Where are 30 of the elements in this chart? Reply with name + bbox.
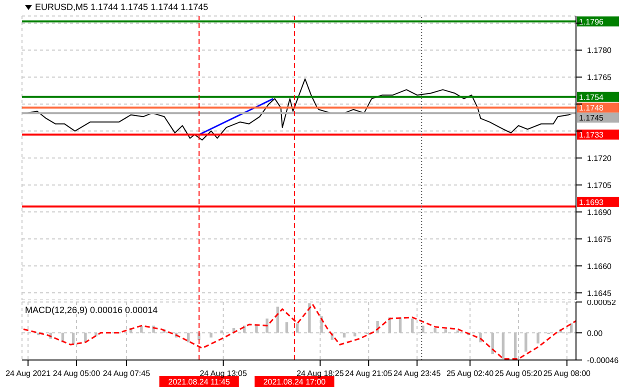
chart-title: MACD(12,26,9) 0.00016 0.00014 bbox=[25, 305, 158, 315]
x-tick-label: 24 Aug 23:45 bbox=[393, 369, 442, 378]
y-tick-label: 1.1660 bbox=[587, 262, 612, 271]
y-tick-label: 1.1765 bbox=[587, 73, 612, 82]
ref-line-label: 1.1733 bbox=[579, 130, 604, 140]
chart-title: EURUSD,M5 1.1744 1.1745 1.1744 1.1745 bbox=[35, 2, 208, 12]
ref-line-label: 2021.08.24 11:45 bbox=[168, 378, 230, 386]
ref-line-label: 1.1748 bbox=[579, 104, 604, 113]
x-tick-label: 24 Aug 21:05 bbox=[345, 369, 393, 378]
x-tick-label: 25 Aug 02:40 bbox=[446, 369, 494, 378]
ref-line-label: 2021.08.24 17:00 bbox=[263, 378, 326, 386]
ref-line-label: 1.1693 bbox=[579, 198, 604, 207]
ref-line-label: 1.1745 bbox=[579, 114, 604, 123]
y-tick-label: 0.00 bbox=[587, 328, 604, 338]
x-tick-label: 24 Aug 18:25 bbox=[296, 369, 344, 378]
x-tick-label: 24 Aug 2021 bbox=[6, 369, 52, 378]
x-tick-label: 24 Aug 07:45 bbox=[102, 369, 151, 378]
ref-line-label: 1.1754 bbox=[579, 92, 604, 102]
y-tick-label: 1.1645 bbox=[587, 288, 612, 298]
x-tick-label: 25 Aug 08:00 bbox=[543, 369, 592, 378]
x-tick-label: 25 Aug 05:20 bbox=[494, 369, 543, 378]
y-tick-label: 1.1675 bbox=[587, 234, 612, 244]
ref-line-label: 1.1796 bbox=[579, 17, 604, 26]
y-tick-label: 1.1705 bbox=[587, 180, 612, 190]
x-tick-label: 24 Aug 13:05 bbox=[200, 369, 248, 378]
y-tick-label: 1.1780 bbox=[587, 46, 612, 56]
y-tick-label: 1.1720 bbox=[587, 154, 612, 163]
y-tick-label: -0.00046 bbox=[587, 356, 620, 365]
y-tick-label: 1.1690 bbox=[587, 208, 612, 217]
x-tick-label: 24 Aug 05:00 bbox=[52, 369, 101, 378]
